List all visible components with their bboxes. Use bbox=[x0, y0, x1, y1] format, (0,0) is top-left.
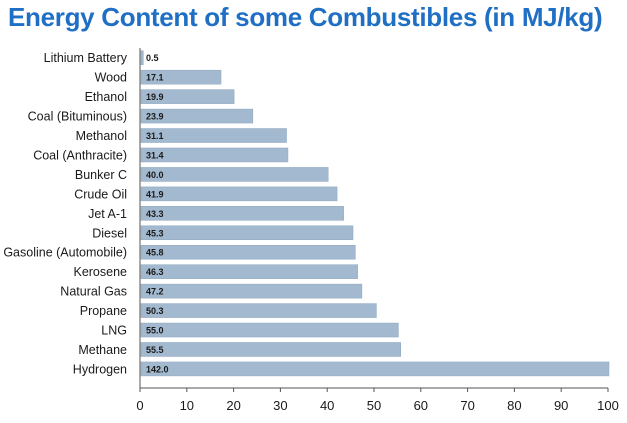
category-label: Diesel bbox=[92, 226, 127, 240]
x-tick-label: 90 bbox=[554, 398, 568, 413]
x-tick-label: 70 bbox=[460, 398, 474, 413]
category-label: Coal (Bituminous) bbox=[28, 110, 127, 124]
category-label: Bunker C bbox=[75, 168, 127, 182]
category-label: Ethanol bbox=[85, 90, 127, 104]
bar bbox=[140, 342, 401, 357]
bars-layer: Lithium Battery 0.5 Wood 17.1 Ethanol 19.9 Coa… bbox=[3, 50, 610, 377]
x-tick-label: 0 bbox=[136, 398, 143, 413]
x-tick-label: 20 bbox=[226, 398, 240, 413]
bar bbox=[140, 147, 289, 163]
bar bbox=[140, 361, 610, 377]
bar bbox=[140, 225, 354, 241]
category-label: Methane bbox=[78, 343, 127, 357]
bar bbox=[140, 108, 254, 124]
data-label: 45.8 bbox=[146, 248, 164, 258]
data-label: 47.2 bbox=[146, 287, 164, 297]
x-tick-label: 80 bbox=[507, 398, 521, 413]
bar bbox=[140, 128, 287, 143]
data-label: 23.9 bbox=[146, 112, 164, 122]
x-tick-label: 30 bbox=[273, 398, 287, 413]
data-label: 45.3 bbox=[146, 228, 164, 238]
category-label: Wood bbox=[95, 71, 127, 85]
x-tick-label: 60 bbox=[414, 398, 428, 413]
category-label: Gasoline (Automobile) bbox=[3, 246, 127, 260]
bar bbox=[140, 264, 358, 279]
bar bbox=[140, 69, 222, 85]
data-label: 31.4 bbox=[146, 150, 164, 160]
category-label: Crude Oil bbox=[74, 187, 127, 201]
data-label: 40.0 bbox=[146, 170, 164, 180]
bar bbox=[140, 186, 338, 202]
data-label: 43.3 bbox=[146, 209, 164, 219]
bar bbox=[140, 283, 363, 299]
data-label: 17.1 bbox=[146, 73, 164, 83]
x-axis: 0 10 20 30 40 50 60 70 80 90 100 bbox=[136, 48, 619, 413]
data-label: 50.3 bbox=[146, 306, 164, 316]
data-label: 19.9 bbox=[146, 92, 164, 102]
category-label: Hydrogen bbox=[73, 362, 127, 376]
bar bbox=[140, 244, 356, 260]
x-tick-label: 50 bbox=[367, 398, 381, 413]
bar bbox=[140, 89, 235, 104]
bar bbox=[140, 167, 329, 182]
category-label: Methanol bbox=[76, 129, 127, 143]
x-tick-label: 100 bbox=[597, 398, 619, 413]
data-label: 31.1 bbox=[146, 131, 164, 141]
data-label: 142.0 bbox=[146, 364, 169, 374]
chart-title: Energy Content of some Combustibles (in … bbox=[8, 2, 603, 32]
category-label: Lithium Battery bbox=[44, 51, 128, 65]
category-label: Propane bbox=[80, 304, 127, 318]
category-label: Jet A-1 bbox=[88, 207, 127, 221]
category-label: LNG bbox=[101, 324, 127, 338]
category-label: Kerosene bbox=[73, 265, 127, 279]
data-label: 55.0 bbox=[146, 326, 164, 336]
x-tick-label: 40 bbox=[320, 398, 334, 413]
data-label: 55.5 bbox=[146, 345, 164, 355]
x-tick-label: 10 bbox=[180, 398, 194, 413]
category-label: Coal (Anthracite) bbox=[33, 148, 127, 162]
bar bbox=[140, 50, 144, 65]
category-label: Natural Gas bbox=[60, 285, 127, 299]
bar bbox=[140, 303, 377, 318]
data-label: 0.5 bbox=[146, 53, 159, 63]
data-label: 41.9 bbox=[146, 189, 164, 199]
bar bbox=[140, 322, 399, 338]
bar bbox=[140, 206, 344, 221]
data-label: 46.3 bbox=[146, 267, 164, 277]
